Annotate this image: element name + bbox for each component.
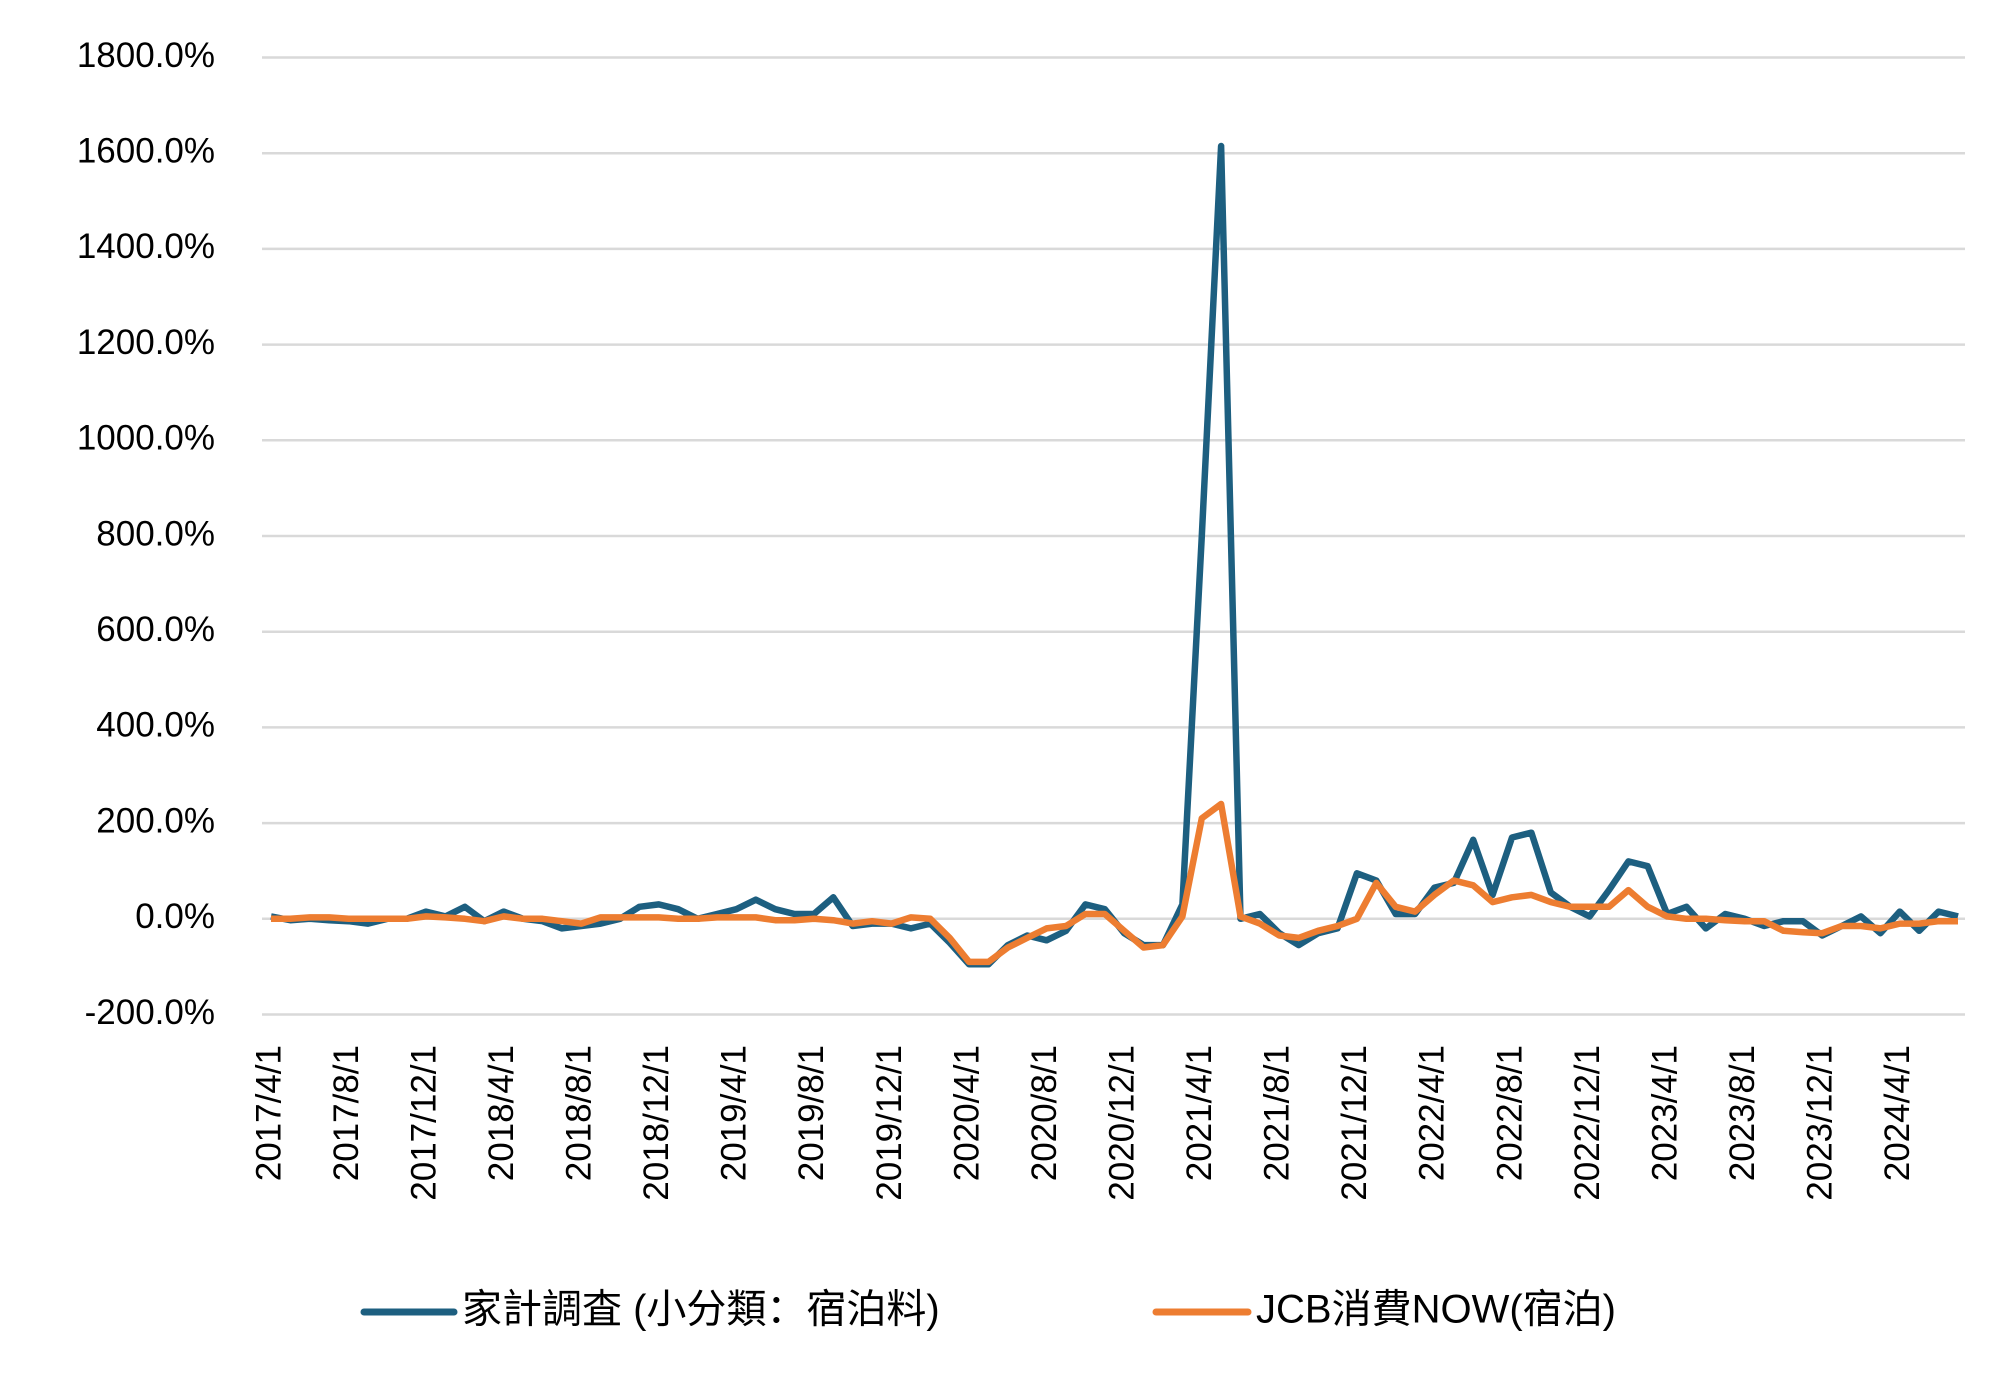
x-tick-label: 2021/8/1 xyxy=(1258,1045,1297,1181)
x-tick-label: 2017/4/1 xyxy=(249,1045,288,1181)
y-tick-label: 1400.0% xyxy=(77,227,215,266)
x-tick-label: 2019/12/1 xyxy=(870,1045,909,1201)
x-tick-label: 2018/12/1 xyxy=(637,1045,676,1201)
x-tick-label: 2017/8/1 xyxy=(327,1045,366,1181)
y-tick-label: 1000.0% xyxy=(77,419,215,458)
y-tick-label: 1200.0% xyxy=(77,323,215,362)
line-series xyxy=(270,142,1959,968)
y-tick-label: 1600.0% xyxy=(77,131,215,170)
x-tick-label: 2023/4/1 xyxy=(1645,1045,1684,1181)
line-series xyxy=(271,800,1958,966)
legend-label: 家計調査 (小分類：宿泊料) xyxy=(462,1288,940,1332)
x-tick-label: 2022/12/1 xyxy=(1568,1045,1607,1201)
y-tick-label: 0.0% xyxy=(135,897,215,936)
x-tick-label: 2023/12/1 xyxy=(1801,1045,1840,1201)
x-tick-label: 2018/8/1 xyxy=(560,1045,599,1181)
y-tick-label: 1800.0% xyxy=(77,36,215,75)
y-tick-label: -200.0% xyxy=(85,993,215,1032)
x-tick-label: 2022/4/1 xyxy=(1413,1045,1452,1181)
legend-label: JCB消費NOW(宿泊) xyxy=(1256,1288,1616,1332)
x-tick-label: 2020/8/1 xyxy=(1025,1045,1064,1181)
x-tick-label: 2019/8/1 xyxy=(792,1045,831,1181)
y-tick-label: 600.0% xyxy=(96,610,215,649)
x-tick-label: 2017/12/1 xyxy=(404,1045,443,1201)
x-tick-label: 2021/4/1 xyxy=(1180,1045,1219,1181)
x-tick-label: 2020/4/1 xyxy=(947,1045,986,1181)
y-tick-label: 800.0% xyxy=(96,514,215,553)
x-tick-label: 2020/12/1 xyxy=(1102,1045,1141,1201)
x-tick-label: 2018/4/1 xyxy=(482,1045,521,1181)
x-tick-label: 2021/12/1 xyxy=(1335,1045,1374,1201)
x-tick-label: 2019/4/1 xyxy=(715,1045,754,1181)
x-tick-label: 2024/4/1 xyxy=(1878,1045,1917,1181)
x-tick-label: 2023/8/1 xyxy=(1723,1045,1762,1181)
y-tick-label: 200.0% xyxy=(96,801,215,840)
y-tick-label: 400.0% xyxy=(96,706,215,745)
x-tick-label: 2022/8/1 xyxy=(1490,1045,1529,1181)
